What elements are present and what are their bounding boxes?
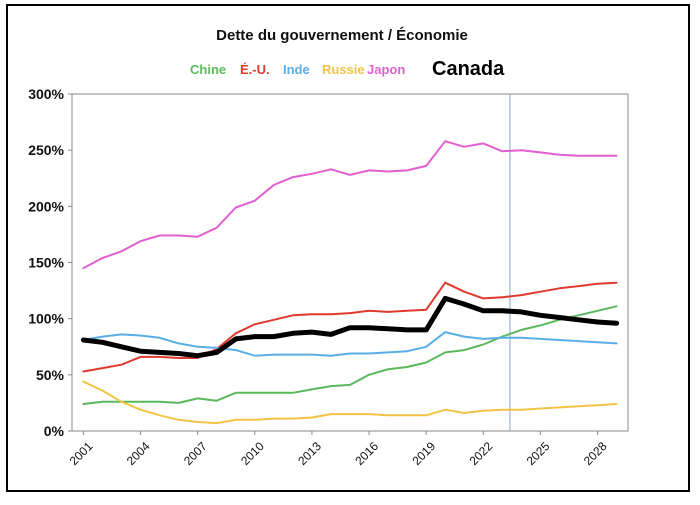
x-tick-label: 2001 [67,439,96,468]
x-tick-label: 2010 [238,439,267,468]
series-line-japon [82,140,618,270]
series-line-chine [82,305,618,405]
y-tick-label: 250% [28,142,64,158]
x-tick-label: 2019 [409,439,438,468]
series-line-russie [82,380,618,425]
series-line-inde [82,331,618,357]
y-tick-label: 150% [28,255,64,271]
x-tick-label: 2022 [467,439,496,468]
x-axis: 2001 2004 2007 2010 2013 2016 2019 2022 2025 2028 [67,431,610,468]
y-tick-label: 300% [28,86,64,102]
y-tick-label: 50% [36,367,65,383]
legend-entry-canada: Canada [432,58,505,80]
legend-entry-e-u: É.-U. [240,62,270,77]
chart-title: Dette du gouvernement / Économie [216,27,468,44]
y-tick-label: 0% [44,423,65,439]
series-layer [80,140,620,425]
y-tick-label: 200% [28,198,64,214]
legend-entry-japon: Japon [367,62,405,77]
x-tick-label: 2013 [295,439,324,468]
x-tick-label: 2028 [581,439,610,468]
legend-entry-inde: Inde [283,62,310,77]
x-tick-label: 2007 [181,439,210,468]
legend-entry-russie: Russie [322,62,365,77]
y-axis: 0% 50% 100% 150% 200% 250% 300% [28,86,72,439]
series-line-e-u [82,281,618,373]
x-tick-label: 2025 [524,439,553,468]
series-line-canada [80,295,620,359]
x-tick-label: 2004 [124,439,153,468]
y-tick-label: 100% [28,311,64,327]
legend-entry-chine: Chine [190,62,226,77]
plot-area [71,93,629,432]
legend: Chine É.-U. Inde Russie Japon Canada [190,58,505,80]
x-tick-label: 2016 [352,439,381,468]
